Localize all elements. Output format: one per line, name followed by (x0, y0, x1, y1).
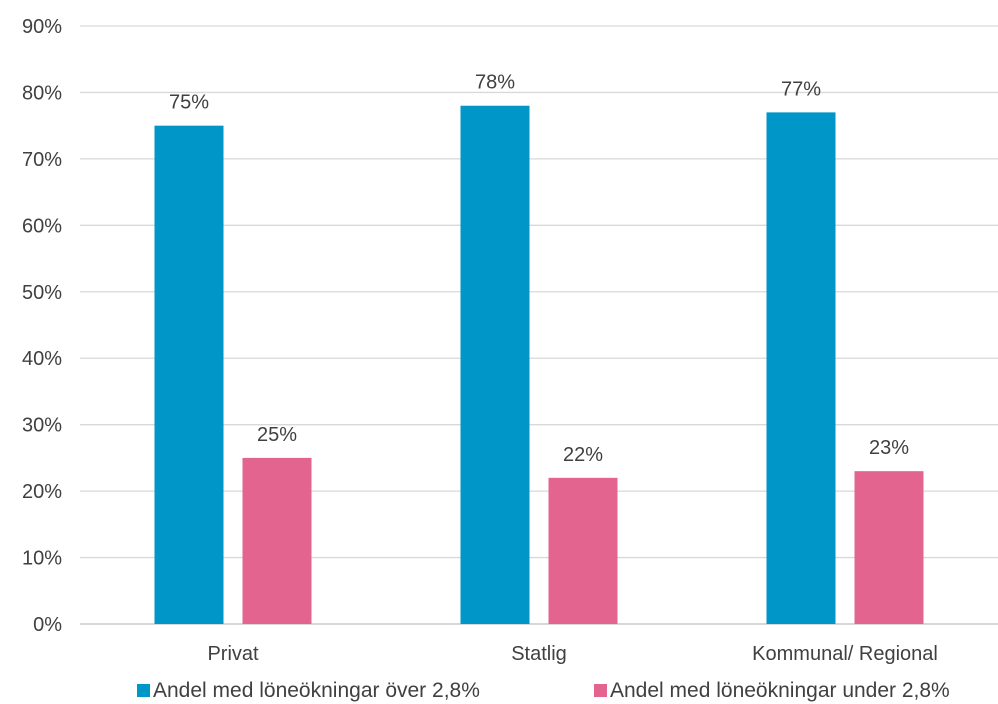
legend-label: Andel med löneökningar under 2,8% (610, 679, 950, 702)
bar (548, 477, 618, 624)
x-axis-category-labels: Privat Statlig Kommunal/ Regional (207, 643, 937, 665)
y-tick-label: 10% (22, 548, 62, 570)
y-tick-label: 20% (22, 481, 62, 503)
legend-swatch (137, 684, 150, 697)
bar (854, 471, 924, 624)
bar (154, 125, 224, 625)
y-tick-label: 70% (22, 149, 62, 171)
y-tick-label: 30% (22, 415, 62, 437)
y-tick-label: 40% (22, 348, 62, 370)
data-label: 75% (169, 92, 209, 114)
bar (242, 457, 312, 624)
data-label: 78% (475, 72, 515, 94)
legend: Andel med löneökningar över 2,8% Andel me… (137, 679, 950, 702)
y-tick-label: 0% (33, 614, 62, 636)
data-label: 77% (781, 78, 821, 100)
data-label: 25% (257, 424, 297, 446)
legend-swatch (594, 684, 607, 697)
bars (154, 105, 924, 625)
x-tick-label: Statlig (511, 643, 567, 665)
bar (766, 112, 836, 624)
y-tick-label: 50% (22, 282, 62, 304)
x-tick-label: Privat (207, 643, 259, 665)
x-tick-label: Kommunal/ Regional (752, 643, 938, 665)
data-label: 22% (563, 444, 603, 466)
legend-label: Andel med löneökningar över 2,8% (153, 679, 480, 702)
y-tick-label: 60% (22, 215, 62, 237)
y-tick-label: 80% (22, 82, 62, 104)
data-labels: 75% 25% 78% 22% 77% 23% (169, 72, 909, 466)
y-tick-label: 90% (22, 16, 62, 38)
bar (460, 105, 530, 624)
gridlines (80, 25, 998, 625)
y-axis-tick-labels: 0% 10% 20% 30% 40% 50% 60% 70% 80% 90% (22, 16, 62, 636)
data-label: 23% (869, 437, 909, 459)
